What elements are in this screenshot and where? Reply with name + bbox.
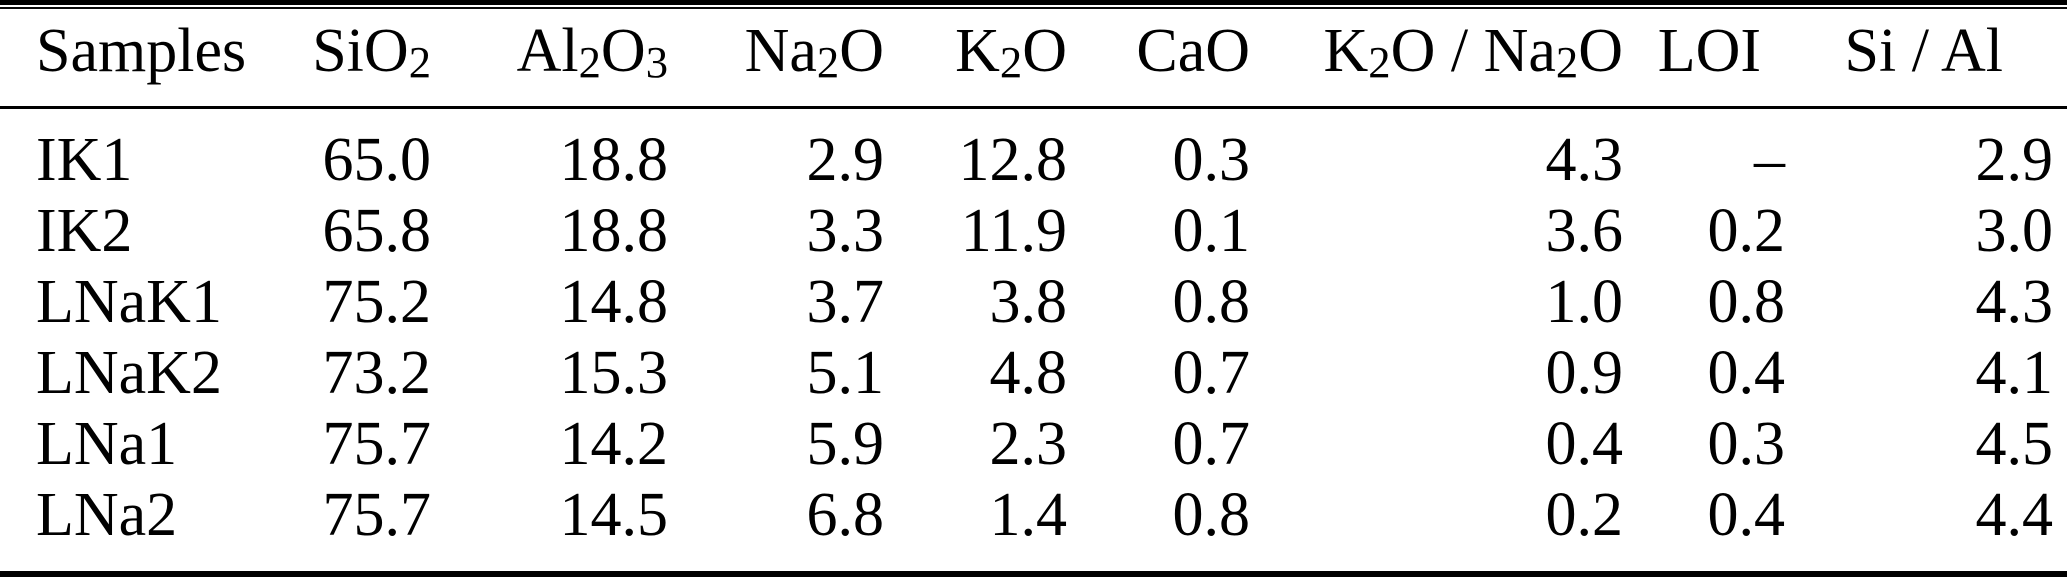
table-row-LNa2: LNa2 75.7 14.5 6.8 1.4 0.8 0.2 0.4 4.4 <box>0 479 2067 550</box>
cell-na2o: 5.1 <box>806 338 885 407</box>
cell-sio2: 75.7 <box>322 480 432 549</box>
table-row-LNaK2: LNaK2 73.2 15.3 5.1 4.8 0.7 0.9 0.4 4.1 <box>0 337 2067 408</box>
cell-cao: 0.7 <box>1172 338 1251 407</box>
table-row-LNa1: LNa1 75.7 14.2 5.9 2.3 0.7 0.4 0.3 4.5 <box>0 408 2067 479</box>
table-row-LNaK1: LNaK1 75.2 14.8 3.7 3.8 0.8 1.0 0.8 4.3 <box>0 266 2067 337</box>
cell-loi: 0.2 <box>1707 196 1786 265</box>
table-header: Samples SiO2 Al2O3 Na2O K2O CaO K2O / Na2O LOI S… <box>0 9 2067 109</box>
cell-k2o-na2o: 0.9 <box>1545 338 1624 407</box>
cell-al2o3: 15.3 <box>559 338 669 407</box>
cell-samples: IK2 <box>36 196 133 265</box>
table-body: IK1 65.0 18.8 2.9 12.8 0.3 4.3 – 2.9 IK2 65.8 18.8 3… <box>0 107 2067 550</box>
cell-k2o-na2o: 3.6 <box>1545 196 1624 265</box>
cell-samples: LNaK1 <box>36 267 222 336</box>
cell-samples: LNaK2 <box>36 338 222 407</box>
cell-na2o: 2.9 <box>806 126 885 195</box>
cell-sio2: 65.8 <box>322 196 432 265</box>
column-header-cao: CaO <box>1067 9 1250 109</box>
column-header-loi: LOI <box>1623 9 1785 109</box>
cell-si-al: 2.9 <box>1975 126 2054 195</box>
bottom-rule <box>0 571 2067 577</box>
cell-al2o3: 18.8 <box>559 126 669 195</box>
cell-sio2: 73.2 <box>322 338 432 407</box>
cell-si-al: 4.1 <box>1975 338 2054 407</box>
table-row-IK1: IK1 65.0 18.8 2.9 12.8 0.3 4.3 – 2.9 <box>0 107 2067 195</box>
column-header-na2o: Na2O <box>668 9 884 109</box>
cell-sio2: 75.2 <box>322 267 432 336</box>
cell-cao: 0.8 <box>1172 480 1251 549</box>
cell-na2o: 6.8 <box>806 480 885 549</box>
cell-k2o: 4.8 <box>989 338 1068 407</box>
top-rule-thick <box>0 0 2067 5</box>
cell-si-al: 3.0 <box>1975 196 2054 265</box>
cell-k2o: 11.9 <box>960 196 1067 265</box>
cell-k2o: 3.8 <box>989 267 1068 336</box>
cell-cao: 0.8 <box>1172 267 1251 336</box>
cell-na2o: 3.7 <box>806 267 885 336</box>
cell-si-al: 4.4 <box>1975 480 2054 549</box>
table-row-IK2: IK2 65.8 18.8 3.3 11.9 0.1 3.6 0.2 3.0 <box>0 195 2067 266</box>
cell-loi: – <box>1754 126 1785 195</box>
cell-loi: 0.8 <box>1707 267 1786 336</box>
cell-k2o: 1.4 <box>989 480 1068 549</box>
column-header-si-al: Si / Al <box>1785 9 2067 109</box>
column-header-k2o-na2o: K2O / Na2O <box>1250 9 1623 109</box>
cell-loi: 0.4 <box>1707 480 1786 549</box>
cell-k2o-na2o: 0.4 <box>1545 409 1624 478</box>
cell-al2o3: 14.8 <box>559 267 669 336</box>
cell-na2o: 3.3 <box>806 196 885 265</box>
header-row: Samples SiO2 Al2O3 Na2O K2O CaO K2O / Na2O LOI S… <box>0 9 2067 109</box>
column-header-k2o: K2O <box>884 9 1067 109</box>
cell-na2o: 5.9 <box>806 409 885 478</box>
cell-k2o-na2o: 0.2 <box>1545 480 1624 549</box>
sample-composition-table: Samples SiO2 Al2O3 Na2O K2O CaO K2O / Na2O LOI S… <box>0 9 2067 550</box>
cell-si-al: 4.3 <box>1975 267 2054 336</box>
cell-al2o3: 14.2 <box>559 409 669 478</box>
cell-sio2: 75.7 <box>322 409 432 478</box>
cell-k2o-na2o: 4.3 <box>1545 126 1624 195</box>
cell-k2o: 12.8 <box>958 126 1068 195</box>
cell-k2o: 2.3 <box>989 409 1068 478</box>
top-rule-thin <box>0 7 2067 9</box>
cell-loi: 0.3 <box>1707 409 1786 478</box>
cell-samples: LNa1 <box>36 409 178 478</box>
cell-samples: LNa2 <box>36 480 178 549</box>
cell-k2o-na2o: 1.0 <box>1545 267 1624 336</box>
column-header-sio2: SiO2 <box>260 9 431 109</box>
cell-si-al: 4.5 <box>1975 409 2054 478</box>
cell-cao: 0.7 <box>1172 409 1251 478</box>
cell-sio2: 65.0 <box>322 126 432 195</box>
column-header-samples: Samples <box>0 9 260 109</box>
cell-loi: 0.4 <box>1707 338 1786 407</box>
cell-al2o3: 18.8 <box>559 196 669 265</box>
cell-cao: 0.3 <box>1172 126 1251 195</box>
cell-cao: 0.1 <box>1172 196 1251 265</box>
cell-samples: IK1 <box>36 126 133 195</box>
column-header-al2o3: Al2O3 <box>431 9 668 109</box>
cell-al2o3: 14.5 <box>559 480 669 549</box>
